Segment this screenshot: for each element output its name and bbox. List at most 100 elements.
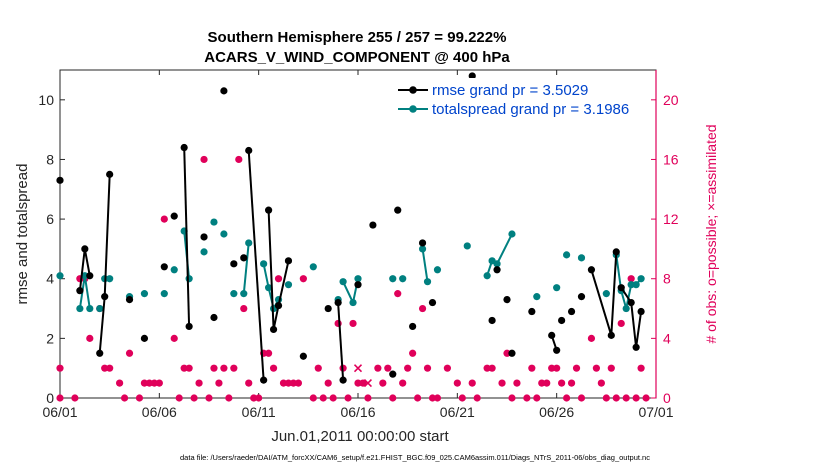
obs-possible-marker: [503, 349, 511, 357]
rmse-point: [488, 316, 496, 325]
rmse-point: [503, 296, 511, 304]
spread-point: [260, 260, 268, 268]
spread-line-segment: [421, 248, 429, 282]
obs-possible-marker: [473, 394, 481, 402]
spread-point: [483, 272, 491, 280]
obs-possible-marker: [354, 379, 362, 387]
spread-point: [284, 281, 293, 289]
rmse-point: [210, 313, 218, 322]
y-left-tick-label: 2: [46, 330, 54, 346]
x-axis-label: Jun.01,2011 00:00:00 start: [271, 428, 449, 445]
obs-possible-marker: [120, 394, 129, 402]
obs-possible-marker: [617, 319, 625, 328]
spread-point: [96, 304, 104, 313]
rmse-line-segment: [183, 147, 191, 327]
obs-possible-marker: [483, 364, 491, 372]
obs-possible-marker: [597, 379, 605, 387]
y-right-tick-label: 4: [663, 330, 671, 346]
x-tick-label: 07/01: [638, 404, 673, 420]
obs-possible-marker: [235, 155, 243, 164]
rmse-point: [553, 346, 561, 354]
rmse-point: [587, 266, 596, 274]
rmse-point: [265, 206, 273, 214]
obs-possible-marker: [334, 319, 342, 328]
rmse-point: [528, 307, 536, 316]
rmse-point: [334, 298, 342, 307]
obs-possible-marker: [116, 379, 124, 387]
spread-point: [493, 260, 501, 268]
rmse-point: [96, 349, 104, 357]
obs-possible-marker: [309, 394, 317, 402]
spread-point: [632, 281, 640, 289]
rmse-point: [468, 72, 476, 80]
obs-possible-marker: [567, 379, 576, 387]
y-axis-right: 0 4 8 12 16 20: [651, 70, 679, 406]
obs-possible-marker: [533, 394, 541, 402]
rmse-point: [299, 352, 307, 360]
spread-point: [220, 230, 228, 238]
obs-possible-marker: [359, 379, 367, 387]
rmse-line-segment: [78, 248, 91, 291]
rmse-point: [567, 307, 576, 316]
rmse-point: [274, 301, 283, 310]
obs-possible-marker: [279, 379, 288, 387]
obs-possible-marker: [220, 364, 228, 372]
rmse-point: [170, 212, 178, 220]
spread-point: [418, 245, 427, 253]
spread-point: [433, 266, 442, 274]
obs-possible-marker: [185, 364, 193, 372]
spread-point: [185, 275, 193, 283]
obs-possible-marker: [349, 319, 357, 328]
rmse-line-segment: [337, 302, 345, 381]
spread-line-segment: [496, 233, 513, 265]
obs-possible-marker: [71, 394, 79, 402]
obs-possible-marker: [607, 364, 615, 372]
rmse-line-segment: [247, 150, 265, 381]
legend: rmse grand pr = 3.5029 totalspread grand…: [393, 78, 648, 120]
obs-possible-marker: [399, 379, 407, 387]
spread-point: [106, 275, 114, 283]
obs-assimilated-marker: [353, 364, 363, 373]
x-tick-label: 06/21: [440, 404, 475, 420]
rmse-point: [627, 298, 635, 307]
totalspread-series: [56, 218, 645, 313]
obs-possible-marker: [195, 379, 203, 387]
rmse-point: [617, 284, 625, 292]
spread-point: [339, 278, 347, 286]
rmse-point: [240, 254, 248, 262]
rmse-point: [106, 170, 114, 178]
rmse-point: [409, 322, 417, 331]
rmse-point: [230, 260, 238, 268]
rmse-point: [220, 87, 228, 95]
spread-point: [76, 304, 84, 313]
spread-point: [354, 275, 362, 283]
obs-possible-marker: [329, 394, 337, 402]
y-right-tick-label: 8: [663, 271, 671, 287]
rmse-point: [369, 221, 377, 229]
spread-point: [389, 275, 397, 283]
obs-possible-marker: [274, 275, 283, 283]
obs-possible-marker: [200, 155, 208, 164]
spread-point: [86, 304, 94, 313]
y-left-tick-label: 6: [46, 211, 54, 227]
obs-possible-marker: [240, 304, 248, 313]
y-axis-left-label: rmse and totalspread: [14, 164, 31, 305]
y-right-tick-label: 16: [663, 151, 679, 167]
spread-point: [56, 272, 64, 280]
y-left-tick-label: 10: [38, 92, 54, 108]
obs-possible-marker: [428, 394, 437, 402]
spread-point: [309, 263, 317, 271]
spread-point: [602, 290, 610, 298]
obs-count-markers: [56, 155, 650, 402]
y-left-tick-label: 0: [46, 390, 54, 406]
rmse-point: [140, 334, 149, 342]
rmse-point: [260, 376, 268, 384]
rmse-point: [81, 245, 89, 253]
spread-line-segment: [615, 254, 628, 309]
obs-possible-marker: [488, 364, 496, 372]
spread-point: [200, 248, 208, 256]
obs-possible-marker: [125, 349, 134, 357]
obs-possible-marker: [56, 394, 64, 402]
legend-rmse-marker: [409, 86, 417, 94]
